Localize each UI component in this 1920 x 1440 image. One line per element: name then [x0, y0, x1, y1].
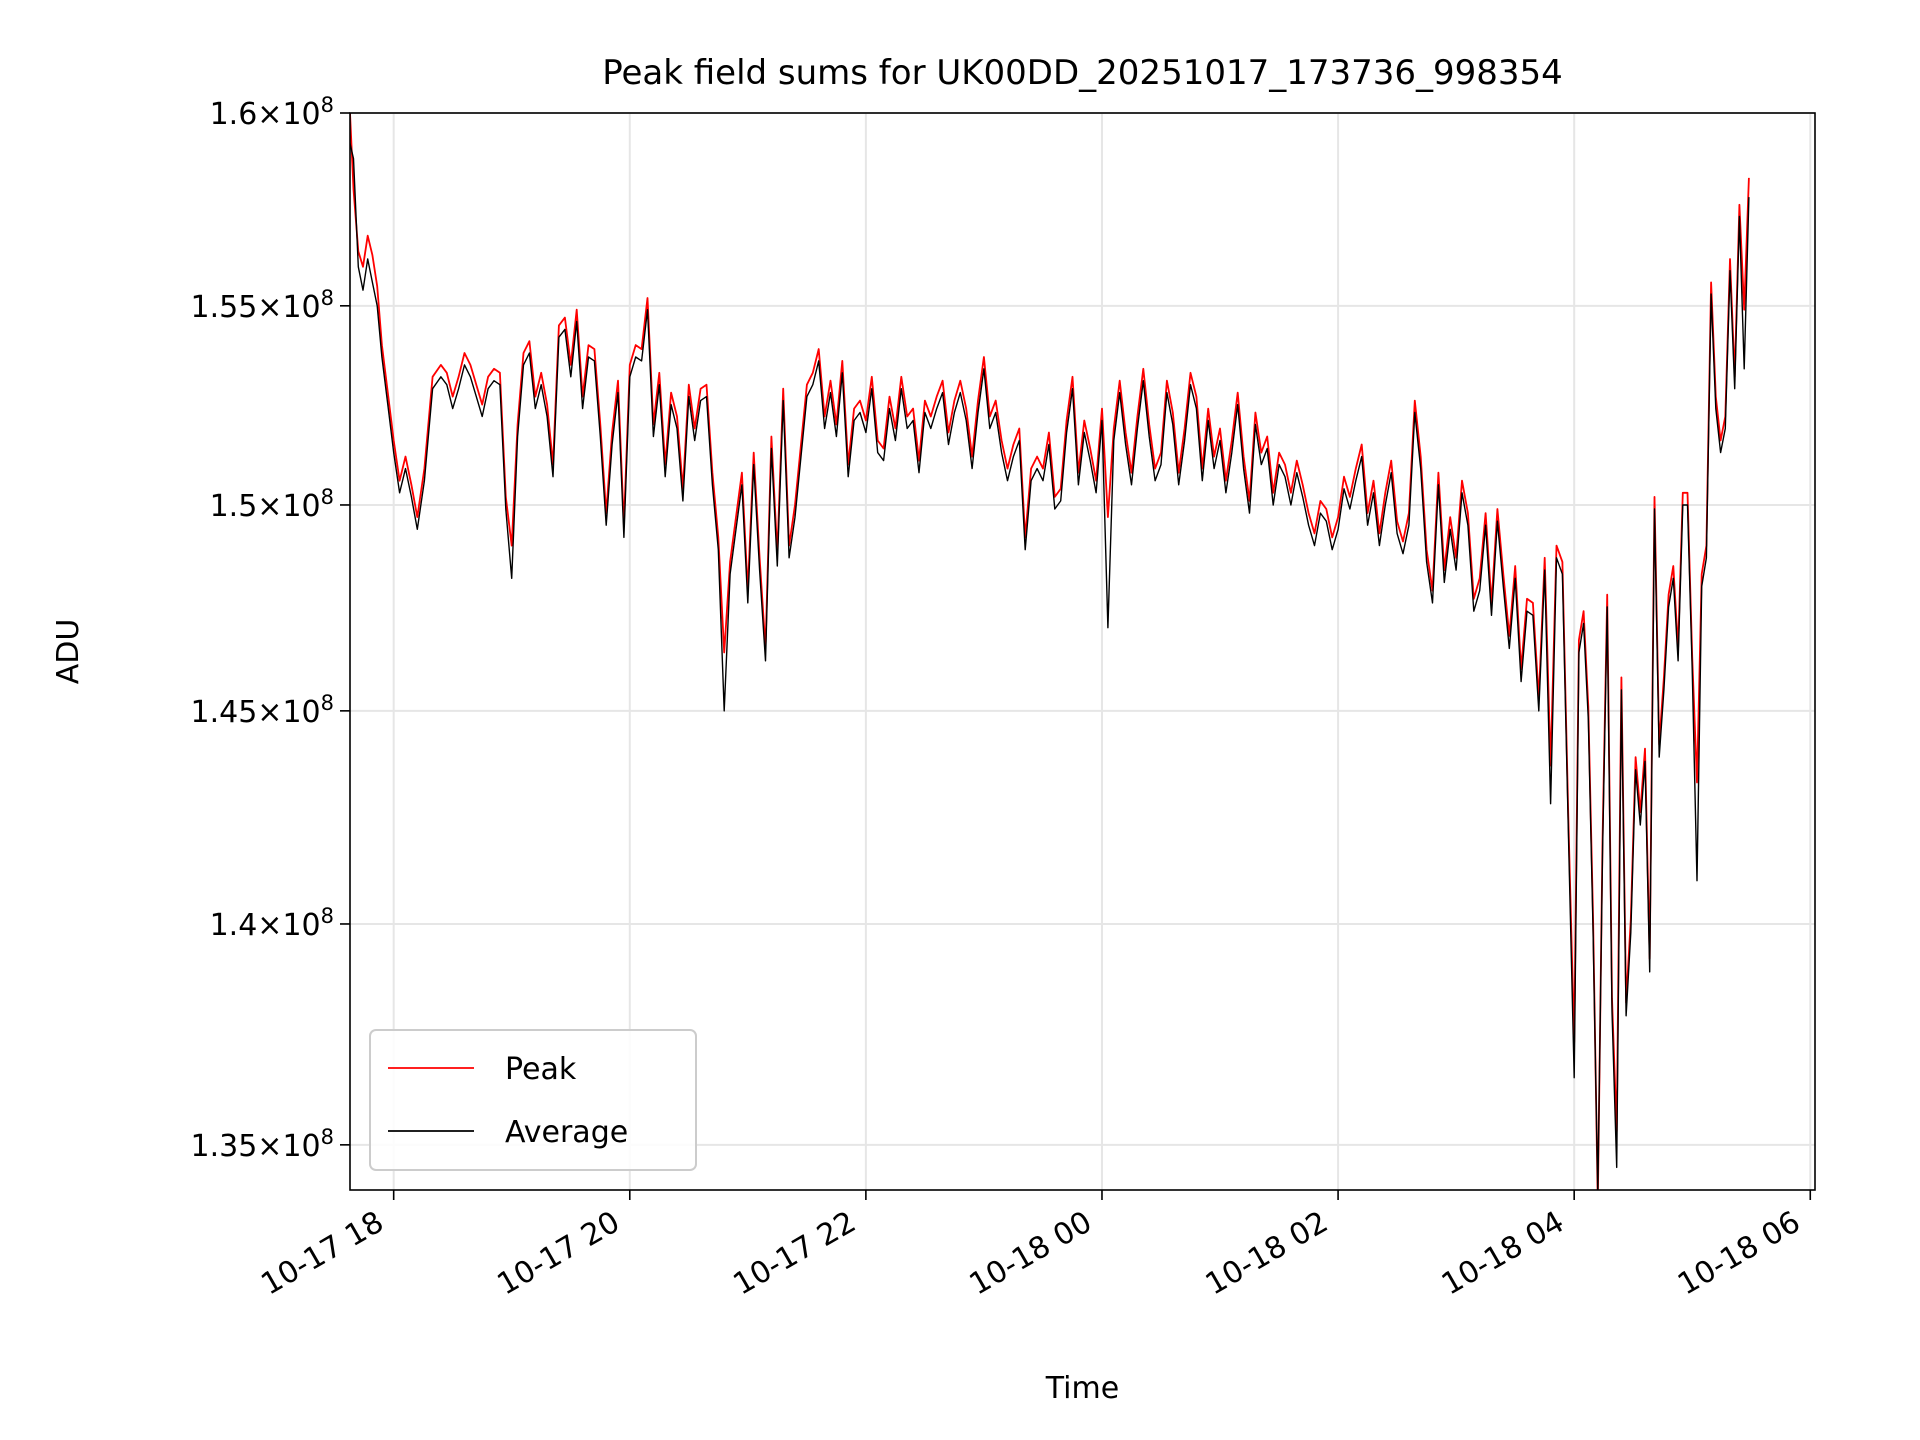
- y-tick-label: 1.4×108: [210, 904, 334, 943]
- y-tick-times: ×: [257, 695, 282, 730]
- y-tick-mantissa: 1.55: [191, 290, 258, 325]
- legend-label-average: Average: [505, 1115, 628, 1150]
- y-axis-label: ADU: [51, 619, 86, 685]
- y-tick-mantissa: 1.35: [191, 1129, 258, 1164]
- legend: Peak Average: [369, 1029, 697, 1171]
- y-tick-base: 10: [282, 908, 320, 943]
- y-tick-times: ×: [257, 290, 282, 325]
- y-tick-exponent: 8: [321, 904, 334, 928]
- legend-box: [369, 1029, 697, 1171]
- y-tick-times: ×: [257, 489, 282, 524]
- y-tick-label: 1.35×108: [191, 1125, 335, 1164]
- y-tick-exponent: 8: [321, 286, 334, 310]
- y-tick-base: 10: [282, 489, 320, 524]
- x-axis-label: Time: [1045, 1371, 1119, 1406]
- y-tick-exponent: 8: [321, 1125, 334, 1149]
- chart-title: Peak field sums for UK00DD_20251017_1737…: [602, 53, 1563, 93]
- y-tick-base: 10: [282, 97, 320, 132]
- y-tick-times: ×: [257, 908, 282, 943]
- series-line-average: [350, 143, 1750, 1190]
- y-axis: 1.35×1081.4×1081.45×1081.5×1081.55×1081.…: [191, 93, 350, 1164]
- y-tick-times: ×: [257, 1129, 282, 1164]
- y-tick-mantissa: 1.4: [210, 908, 258, 943]
- y-tick-label: 1.6×108: [210, 93, 334, 132]
- y-tick-label: 1.45×108: [191, 691, 335, 730]
- y-tick-mantissa: 1.5: [210, 489, 258, 524]
- axes-frame: [349, 112, 1816, 1191]
- y-tick-exponent: 8: [321, 485, 334, 509]
- y-tick-exponent: 8: [321, 93, 334, 117]
- plot-area: [350, 113, 1750, 1190]
- y-tick-base: 10: [282, 290, 320, 325]
- y-tick-times: ×: [257, 97, 282, 132]
- y-tick-label: 1.55×108: [191, 286, 335, 325]
- y-tick-base: 10: [282, 1129, 320, 1164]
- series-line-peak: [350, 113, 1750, 1190]
- y-tick-mantissa: 1.45: [191, 695, 258, 730]
- y-tick-mantissa: 1.6: [210, 97, 258, 132]
- y-tick-base: 10: [282, 695, 320, 730]
- legend-label-peak: Peak: [505, 1052, 577, 1087]
- y-tick-exponent: 8: [321, 691, 334, 715]
- y-tick-label: 1.5×108: [210, 485, 334, 524]
